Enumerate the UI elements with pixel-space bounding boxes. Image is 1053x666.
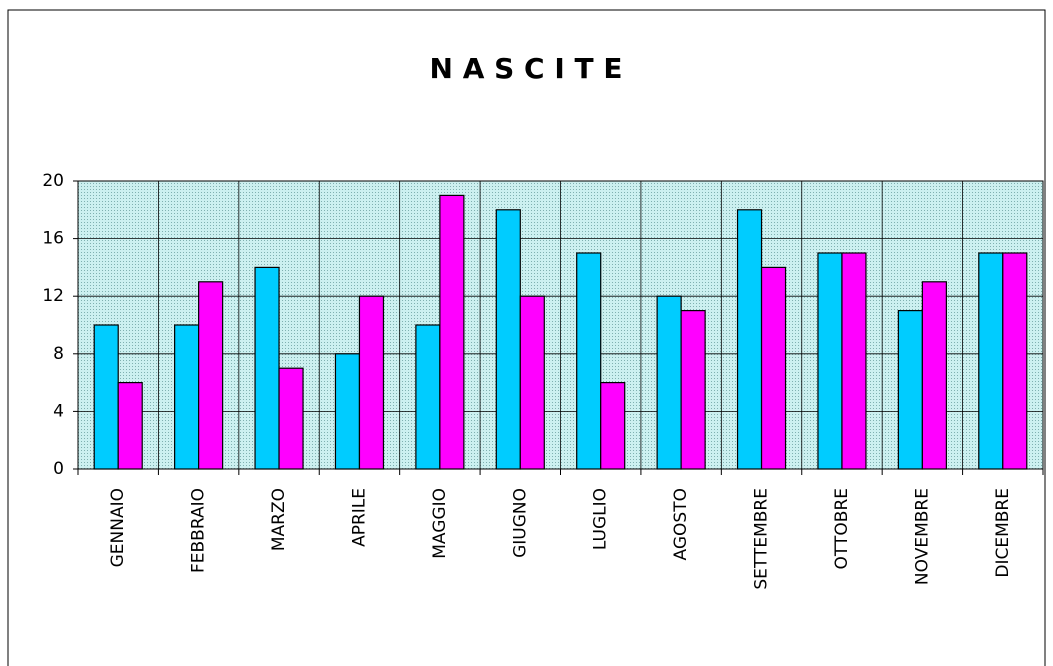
bar <box>978 252 1004 470</box>
x-tick-label: APRILE <box>349 488 369 547</box>
x-tick-label: NOVEMBRE <box>912 488 932 585</box>
bar <box>576 252 602 470</box>
bar <box>680 310 706 470</box>
bar <box>93 324 119 470</box>
y-tick-label: 4 <box>53 401 64 421</box>
bar <box>921 281 947 470</box>
y-tick-label: 8 <box>53 344 64 364</box>
bar <box>334 353 361 470</box>
bar <box>736 209 763 470</box>
bar <box>254 266 280 470</box>
bar <box>495 209 521 470</box>
x-tick-label: FEBBRAIO <box>189 488 209 573</box>
x-tick-label: GENNAIO <box>108 488 128 567</box>
bar <box>358 295 385 470</box>
bar <box>174 324 200 470</box>
chart-frame <box>7 9 1046 666</box>
bar <box>760 266 787 470</box>
chart-title: N A S C I T E <box>430 52 623 85</box>
y-tick-label: 12 <box>42 286 64 306</box>
x-tick-label: MAGGIO <box>430 488 450 559</box>
bar <box>600 382 626 470</box>
x-tick-label: MARZO <box>269 488 289 551</box>
bar <box>656 295 682 470</box>
x-tick-label: LUGLIO <box>591 488 611 550</box>
y-tick-label: 20 <box>42 171 64 191</box>
y-tick-label: 16 <box>42 229 64 249</box>
bar <box>415 324 441 470</box>
bar <box>897 310 923 470</box>
bar <box>841 252 867 470</box>
x-tick-label: SETTEMBRE <box>752 488 772 590</box>
x-tick-label: GIUGNO <box>510 488 530 558</box>
x-tick-label: OTTOBRE <box>832 488 852 569</box>
bar <box>278 367 304 470</box>
bar <box>519 295 545 470</box>
y-tick-label: 0 <box>53 459 64 479</box>
bar <box>198 281 224 470</box>
bar <box>117 382 143 470</box>
x-tick-label: DICEMBRE <box>993 488 1013 578</box>
bar <box>1002 252 1028 470</box>
x-tick-label: AGOSTO <box>671 488 691 560</box>
bar <box>439 194 465 470</box>
bar <box>817 252 843 470</box>
